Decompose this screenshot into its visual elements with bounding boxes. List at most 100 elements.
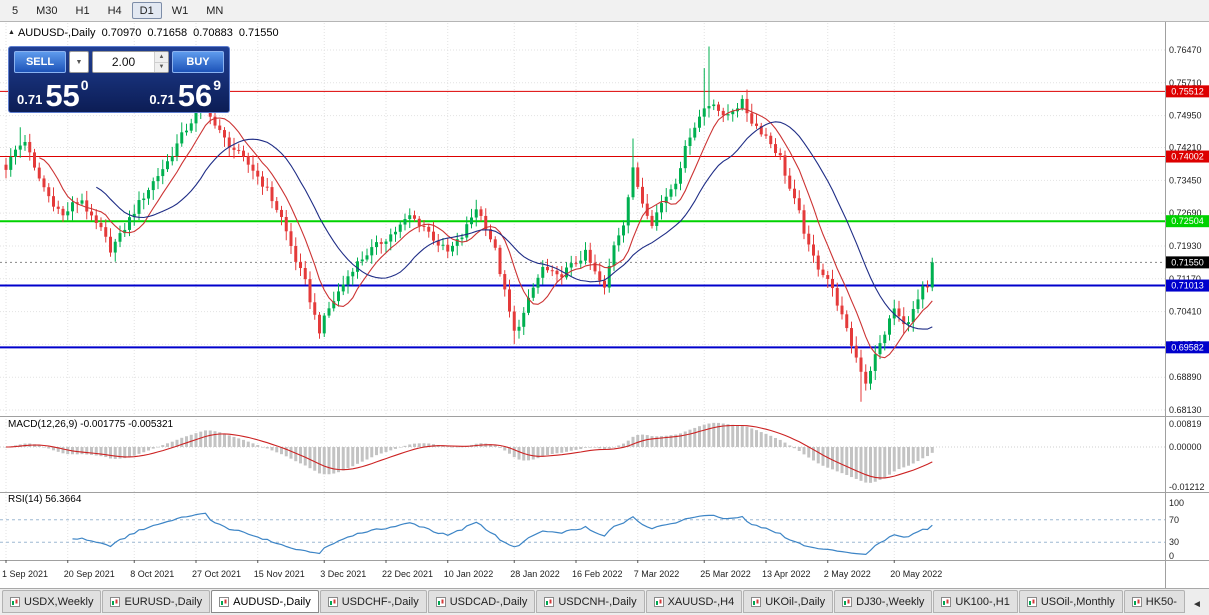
- chart-tab[interactable]: USDCAD-,Daily: [427, 590, 536, 613]
- sell-button[interactable]: SELL: [14, 51, 66, 73]
- chart-tab[interactable]: USDCHF-,Daily: [319, 590, 427, 613]
- svg-text:0.74210: 0.74210: [1169, 143, 1202, 153]
- macd-signal-line: [5, 424, 933, 479]
- date-axis-labels: 1 Sep 2021 20 Sep 2021 8 Oct 2021 27 Oct 20…: [2, 560, 942, 579]
- chart-tab-icon: [1026, 596, 1037, 607]
- sell-price: 0.71 55 0: [17, 77, 89, 113]
- chart-tab-icon: [653, 596, 664, 607]
- svg-text:0.00819: 0.00819: [1169, 419, 1202, 429]
- svg-text:0.73450: 0.73450: [1169, 175, 1202, 185]
- buy-price: 0.71 56 9: [149, 77, 221, 113]
- svg-text:3 Dec 2021: 3 Dec 2021: [320, 569, 366, 579]
- svg-text:13 Apr 2022: 13 Apr 2022: [762, 569, 811, 579]
- svg-text:0.74002: 0.74002: [1171, 152, 1204, 162]
- svg-text:0.71930: 0.71930: [1169, 241, 1202, 251]
- buy-price-big-digits: 56: [177, 77, 213, 113]
- chart-tab-label: UKOil-,Daily: [765, 595, 826, 608]
- ma-line-20: [96, 121, 933, 330]
- svg-text:10 Jan 2022: 10 Jan 2022: [444, 569, 494, 579]
- svg-text:28 Jan 2022: 28 Jan 2022: [510, 569, 560, 579]
- chart-tab-icon: [1131, 596, 1142, 607]
- timeframe-mn[interactable]: MN: [198, 2, 231, 19]
- chart-tab[interactable]: EURUSD-,Daily: [102, 590, 211, 613]
- chart-canvas[interactable]: 0.76470 0.75710 0.74950 0.74210 0.73450 0.726…: [0, 22, 1209, 588]
- trade-controls-row: SELL ▼ ▲ ▼ BUY: [14, 51, 224, 73]
- chart-tab[interactable]: USDCNH-,Daily: [536, 590, 645, 613]
- timeframe-d1[interactable]: D1: [131, 2, 162, 19]
- chart-tab-icon: [10, 596, 20, 607]
- rsi-indicator-label: RSI(14) 56.3664: [8, 494, 82, 505]
- timeframe-h4[interactable]: H4: [100, 2, 130, 19]
- chart-tab[interactable]: USOil-,Monthly: [1018, 590, 1123, 613]
- chart-tab[interactable]: AUDUSD-,Daily: [211, 590, 319, 613]
- buy-button[interactable]: BUY: [172, 51, 224, 73]
- chart-tab-icon: [751, 596, 762, 607]
- volume-field-group: ▲ ▼: [92, 51, 169, 73]
- svg-text:0.71550: 0.71550: [1171, 257, 1204, 267]
- volume-increase-button[interactable]: ▲: [155, 52, 168, 63]
- svg-text:0.72690: 0.72690: [1169, 208, 1202, 218]
- chart-tab-icon: [941, 596, 952, 607]
- timeframe-h1[interactable]: H1: [68, 2, 98, 19]
- ohlc-low: 0.70883: [193, 27, 233, 39]
- chart-tab-bar: USDX,Weekly EURUSD-,Daily AUDUSD-,Daily USD…: [0, 588, 1209, 615]
- svg-text:0.68130: 0.68130: [1169, 405, 1202, 415]
- svg-text:15 Nov 2021: 15 Nov 2021: [254, 569, 305, 579]
- trade-prices: 0.71 55 0 0.71 56 9: [14, 76, 224, 113]
- svg-text:1 Sep 2021: 1 Sep 2021: [2, 569, 48, 579]
- chart-tab-icon: [435, 596, 446, 607]
- chart-tab[interactable]: XAUUSD-,H4: [645, 590, 743, 613]
- timeframe-5[interactable]: 5: [4, 2, 26, 19]
- chart-tab-label: USDCAD-,Daily: [449, 595, 528, 608]
- chart-tab-label: HK50-: [1145, 595, 1177, 608]
- volume-decrease-button[interactable]: ▼: [155, 62, 168, 72]
- buy-price-pip-digit: 9: [213, 77, 221, 93]
- timeframe-toolbar: 5 M30 H1 H4 D1 W1 MN: [0, 0, 1209, 22]
- chart-tab-label: AUDUSD-,Daily: [233, 595, 311, 608]
- timeframe-w1[interactable]: W1: [164, 2, 197, 19]
- chart-tab[interactable]: HK50-: [1123, 590, 1185, 613]
- svg-text:0.71170: 0.71170: [1169, 274, 1201, 284]
- chart-tab-icon: [544, 596, 555, 607]
- svg-text:22 Dec 2021: 22 Dec 2021: [382, 569, 433, 579]
- chart-tab-label: USDCNH-,Daily: [558, 595, 637, 608]
- macd-histogram: [4, 422, 934, 483]
- symbol-marker-icon: ▲: [8, 29, 15, 36]
- price-level-lines[interactable]: [0, 90, 1165, 349]
- chart-tab-label: USOil-,Monthly: [1040, 595, 1115, 608]
- svg-text:27 Oct 2021: 27 Oct 2021: [192, 569, 241, 579]
- chart-tab[interactable]: UK100-,H1: [933, 590, 1018, 613]
- rsi-axis-labels: 100 70 30 0: [1169, 498, 1184, 561]
- tab-scroll-left-button[interactable]: ◄: [1186, 598, 1208, 611]
- svg-text:0.72504: 0.72504: [1171, 216, 1204, 226]
- level-badges: 0.75512 0.74002 0.72504 0.71013 0.69582: [1166, 85, 1209, 354]
- svg-text:-0.01212: -0.01212: [1169, 482, 1205, 492]
- chart-tab[interactable]: USDX,Weekly: [2, 590, 102, 613]
- volume-input[interactable]: [93, 52, 154, 72]
- svg-text:0.00000: 0.00000: [1169, 442, 1202, 452]
- ohlc-open: 0.70970: [101, 27, 142, 39]
- svg-text:25 Mar 2022: 25 Mar 2022: [700, 569, 751, 579]
- svg-text:2 May 2022: 2 May 2022: [824, 569, 871, 579]
- chart-tab-icon: [842, 596, 853, 607]
- volume-spinner: ▲ ▼: [154, 52, 168, 72]
- chart-tab[interactable]: UKOil-,Daily: [743, 590, 834, 613]
- chart-tab-label: USDX,Weekly: [24, 595, 94, 608]
- svg-text:20 May 2022: 20 May 2022: [890, 569, 942, 579]
- chart-tab-label: XAUUSD-,H4: [667, 595, 735, 608]
- price-axis-labels: 0.76470 0.75710 0.74950 0.74210 0.73450 0.726…: [1169, 45, 1202, 415]
- rsi-line: [72, 512, 933, 556]
- svg-text:100: 100: [1169, 498, 1184, 508]
- timeframe-m30[interactable]: M30: [28, 2, 65, 19]
- chart-symbol-label: AUDUSD-,Daily: [17, 27, 96, 39]
- svg-text:8 Oct 2021: 8 Oct 2021: [130, 569, 174, 579]
- one-click-trade-panel: SELL ▼ ▲ ▼ BUY 0.71 55 0 0.71 56: [8, 46, 230, 113]
- sell-price-pip-digit: 0: [80, 77, 89, 93]
- chart-tab[interactable]: DJ30-,Weekly: [834, 590, 933, 613]
- chart-tab-label: USDCHF-,Daily: [341, 595, 419, 608]
- svg-text:0.76470: 0.76470: [1169, 45, 1202, 55]
- grid-layer: [0, 23, 1165, 559]
- svg-text:0.70410: 0.70410: [1169, 307, 1202, 317]
- order-type-dropdown[interactable]: ▼: [69, 51, 89, 73]
- sell-price-big-digits: 55: [45, 77, 80, 113]
